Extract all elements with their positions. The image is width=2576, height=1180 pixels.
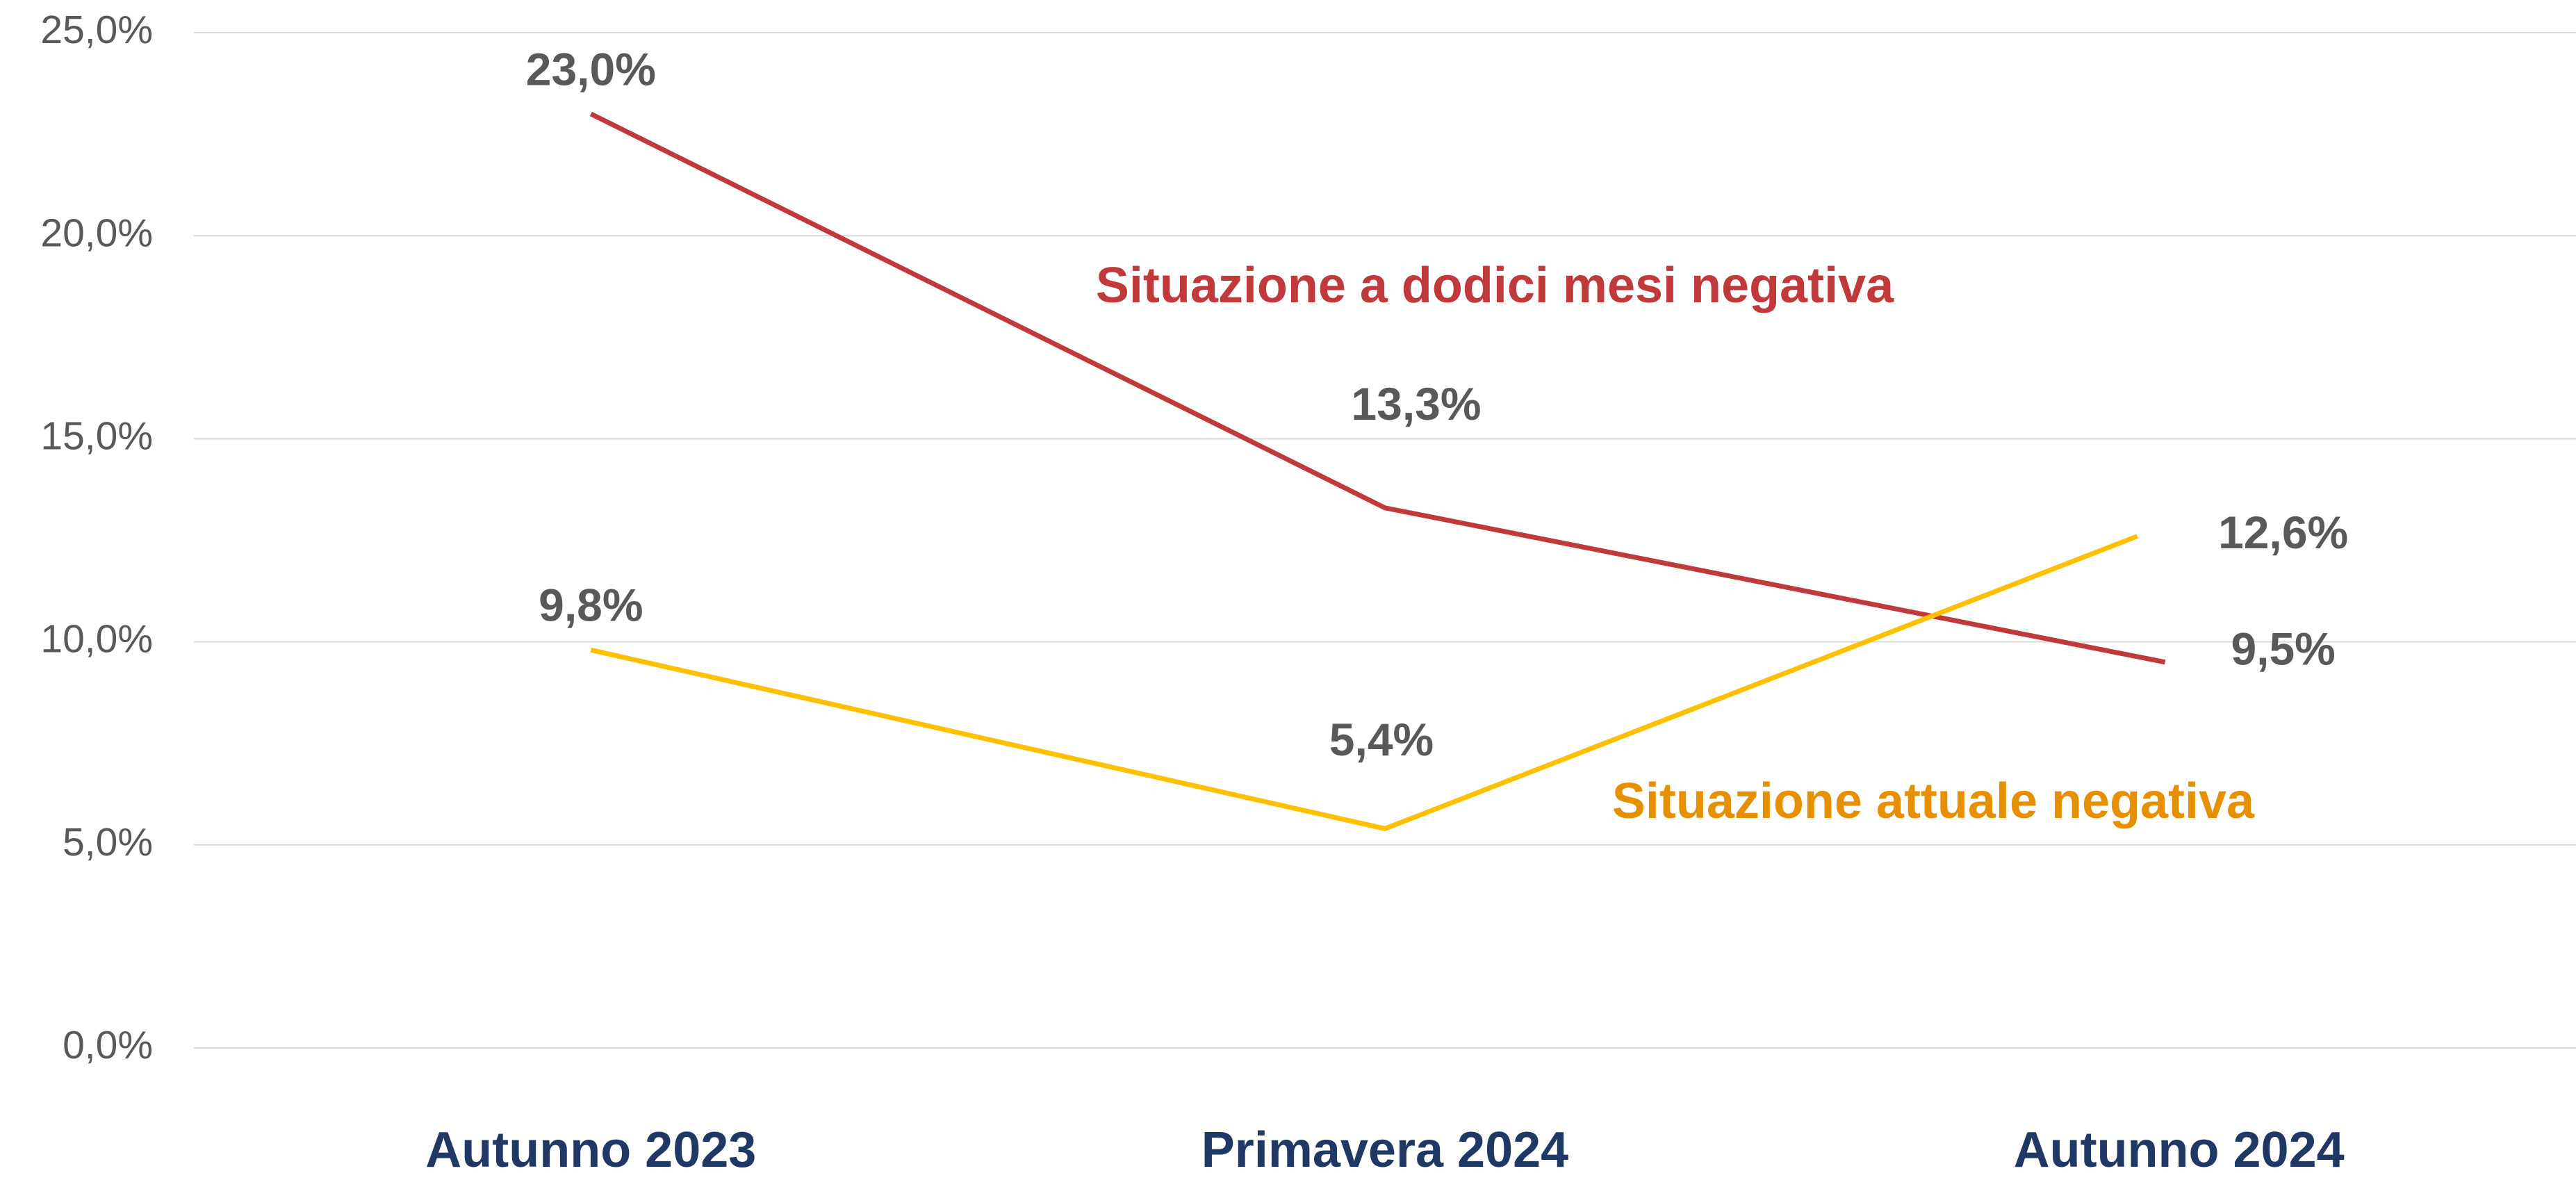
y-tick-label: 15,0% (40, 413, 153, 458)
series-label: Situazione attuale negativa (1612, 773, 2255, 829)
data-label: 12,6% (2218, 507, 2348, 558)
y-tick-label: 20,0% (40, 211, 153, 255)
data-label: 5,4% (1329, 714, 1434, 765)
y-tick-label: 25,0% (40, 8, 153, 52)
line-series (590, 534, 2138, 832)
line-series (589, 111, 2166, 665)
series-label: Situazione a dodici mesi negativa (1096, 258, 1894, 313)
y-tick-label: 10,0% (40, 617, 153, 662)
data-label: 9,5% (2231, 623, 2335, 674)
x-tick-label: Autunno 2024 (2014, 1122, 2345, 1178)
y-tick-label: 0,0% (63, 1023, 153, 1067)
data-label: 13,3% (1351, 378, 1481, 429)
x-tick-label: Primavera 2024 (1201, 1122, 1568, 1178)
y-tick-label: 5,0% (63, 820, 153, 864)
data-label: 9,8% (539, 580, 643, 631)
data-label: 23,0% (526, 43, 656, 95)
x-tick-label: Autunno 2023 (425, 1122, 756, 1178)
